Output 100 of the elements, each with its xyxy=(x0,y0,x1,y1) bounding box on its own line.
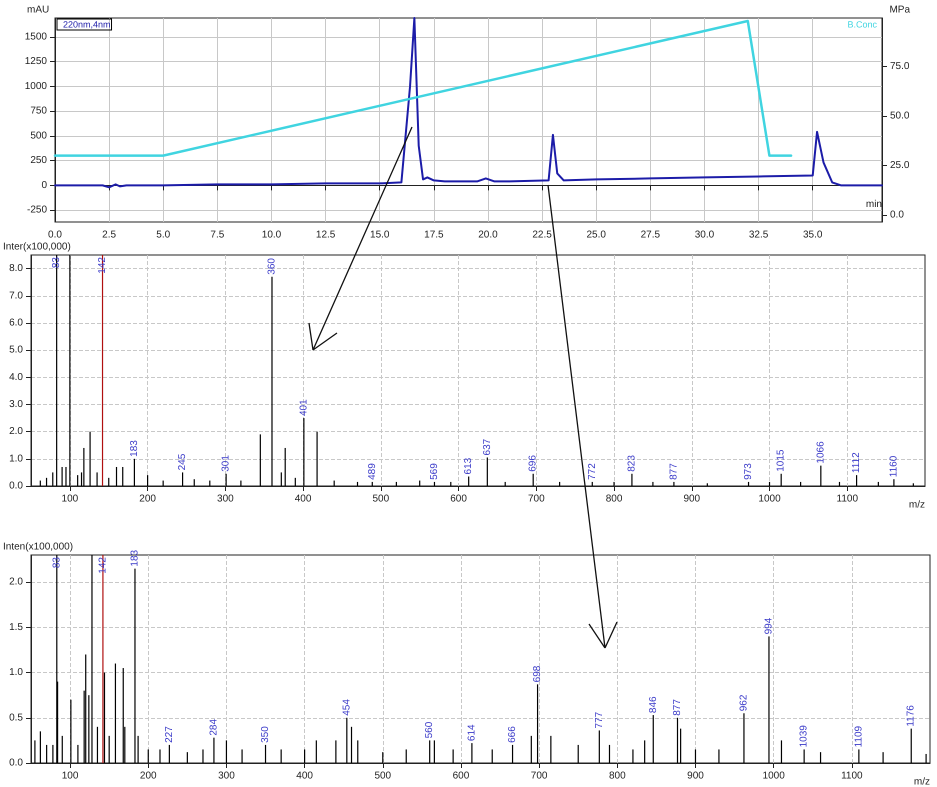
annotation: 350 xyxy=(260,726,272,743)
y-tick-label: 4.0 xyxy=(9,372,24,383)
y-tick-label: 0.5 xyxy=(9,712,24,724)
x-tick-label: 1100 xyxy=(836,494,858,504)
annotation: 698 xyxy=(532,665,544,682)
x-tick-label: 800 xyxy=(606,494,623,504)
annotation: 823 xyxy=(626,454,638,472)
y-tick-label: 0.0 xyxy=(9,758,24,768)
x-tick-label: 30.0 xyxy=(694,230,715,240)
y-tick-label: 7.0 xyxy=(9,290,24,302)
x-tick-label: 700 xyxy=(528,494,546,504)
y-tick-label: 250 xyxy=(30,155,48,166)
annotation: 560 xyxy=(424,721,436,738)
y2-tick-label: 50.0 xyxy=(890,110,910,122)
y2-axis-title: MPa xyxy=(889,4,910,16)
y-tick-label: 6.0 xyxy=(9,317,24,328)
x-tick-label: 400 xyxy=(294,494,312,504)
x-axis-title: m/z xyxy=(908,500,925,510)
annotation: 614 xyxy=(466,724,478,742)
x-tick-label: 1000 xyxy=(758,494,782,504)
x-tick-label: 900 xyxy=(683,494,701,504)
x-tick-label: 200 xyxy=(140,770,158,782)
y-tick-label: 8.0 xyxy=(9,263,24,274)
annotation: 489 xyxy=(366,462,378,480)
x-tick-label: 100 xyxy=(62,770,79,782)
y2-tick-label: 75.0 xyxy=(890,61,910,72)
annotation: 183 xyxy=(128,440,140,457)
x-tick-label: 300 xyxy=(217,494,234,504)
y-tick-label: 1.0 xyxy=(9,453,24,464)
text: B.Conc xyxy=(847,20,878,30)
y-tick-label: 0 xyxy=(41,180,48,191)
y-tick-label: 2.0 xyxy=(9,426,24,438)
annotation: 569 xyxy=(428,462,440,480)
annotation: 401 xyxy=(298,398,310,416)
annotation: 613 xyxy=(463,457,474,474)
annotation: 245 xyxy=(177,453,188,470)
x-tick-label: 500 xyxy=(372,494,390,504)
annotation: 83 xyxy=(51,256,62,268)
x-tick-label: 1000 xyxy=(762,770,786,782)
y-tick-label: 0.0 xyxy=(9,480,24,492)
x-tick-label: 500 xyxy=(374,770,392,782)
x-tick-label: 900 xyxy=(687,770,704,782)
annotation: 83 xyxy=(51,556,62,568)
x-tick-label: 600 xyxy=(450,494,468,504)
annotation: 227 xyxy=(164,726,175,743)
annotation: 1160 xyxy=(888,455,900,478)
x-tick-label: 25.0 xyxy=(586,230,606,240)
annotation: 142 xyxy=(97,256,108,274)
y-tick-label: 5.0 xyxy=(9,344,24,356)
x-tick-label: 17.5 xyxy=(424,230,444,240)
annotation: 962 xyxy=(738,694,750,712)
annotation: 696 xyxy=(528,454,539,472)
x-tick-label: 200 xyxy=(139,494,156,504)
x-tick-label: 0.0 xyxy=(48,230,62,240)
annotation: 1109 xyxy=(853,725,864,748)
x-tick-label: 300 xyxy=(218,770,236,782)
annotation: 1176 xyxy=(906,704,917,727)
x-axis-title: m/z xyxy=(914,776,930,787)
x-tick-label: 700 xyxy=(530,770,548,782)
annotation: 994 xyxy=(763,617,774,634)
y-tick-label: 1.0 xyxy=(9,667,24,678)
x-tick-label: 35.0 xyxy=(802,230,823,240)
annotation: 777 xyxy=(594,711,605,728)
annotation: 846 xyxy=(648,696,659,714)
y-tick-label: 2.0 xyxy=(9,576,24,588)
x-tick-label: 27.5 xyxy=(640,230,661,240)
annotation: 877 xyxy=(668,462,680,480)
y-tick-label: -250 xyxy=(26,204,48,216)
y-tick-label: 1250 xyxy=(24,56,48,68)
y-axis-title: Inten(x100,000) xyxy=(3,542,74,552)
annotation: 454 xyxy=(341,698,352,716)
x-tick-label: 5.0 xyxy=(156,230,171,240)
y2-tick-label: 0.0 xyxy=(890,210,904,221)
x-tick-label: 15.0 xyxy=(370,230,390,240)
x-tick-label: 1100 xyxy=(841,770,864,782)
text: 220nm,4nm xyxy=(63,20,111,30)
annotation: 973 xyxy=(743,462,754,480)
y-tick-label: 750 xyxy=(30,106,48,117)
x-tick-label: 800 xyxy=(608,770,626,782)
y-tick-label: 3.0 xyxy=(9,398,24,410)
y2-tick-label: 25.0 xyxy=(890,160,910,172)
x-tick-label: 7.5 xyxy=(210,230,225,240)
x-tick-label: 100 xyxy=(62,494,79,504)
x-tick-label: 400 xyxy=(296,770,314,782)
y-axis-title: Inter(x100,000) xyxy=(3,242,71,252)
y-tick-label: 1.5 xyxy=(9,622,24,633)
x-tick-label: 22.5 xyxy=(532,230,552,240)
annotation: 183 xyxy=(129,549,140,567)
annotation: 1039 xyxy=(798,724,810,748)
x-tick-label: 12.5 xyxy=(316,230,336,240)
y-axis-title: mAU xyxy=(27,4,50,16)
x-tick-label: 2.5 xyxy=(102,230,117,240)
y-tick-label: 500 xyxy=(30,130,48,142)
annotation: 360 xyxy=(266,258,278,275)
annotation: 1015 xyxy=(776,449,787,472)
x-axis-title: min xyxy=(866,198,882,210)
annotation: 637 xyxy=(482,438,493,456)
annotation: 666 xyxy=(507,726,518,743)
annotation: 284 xyxy=(208,718,220,736)
annotation: 1112 xyxy=(851,452,862,474)
